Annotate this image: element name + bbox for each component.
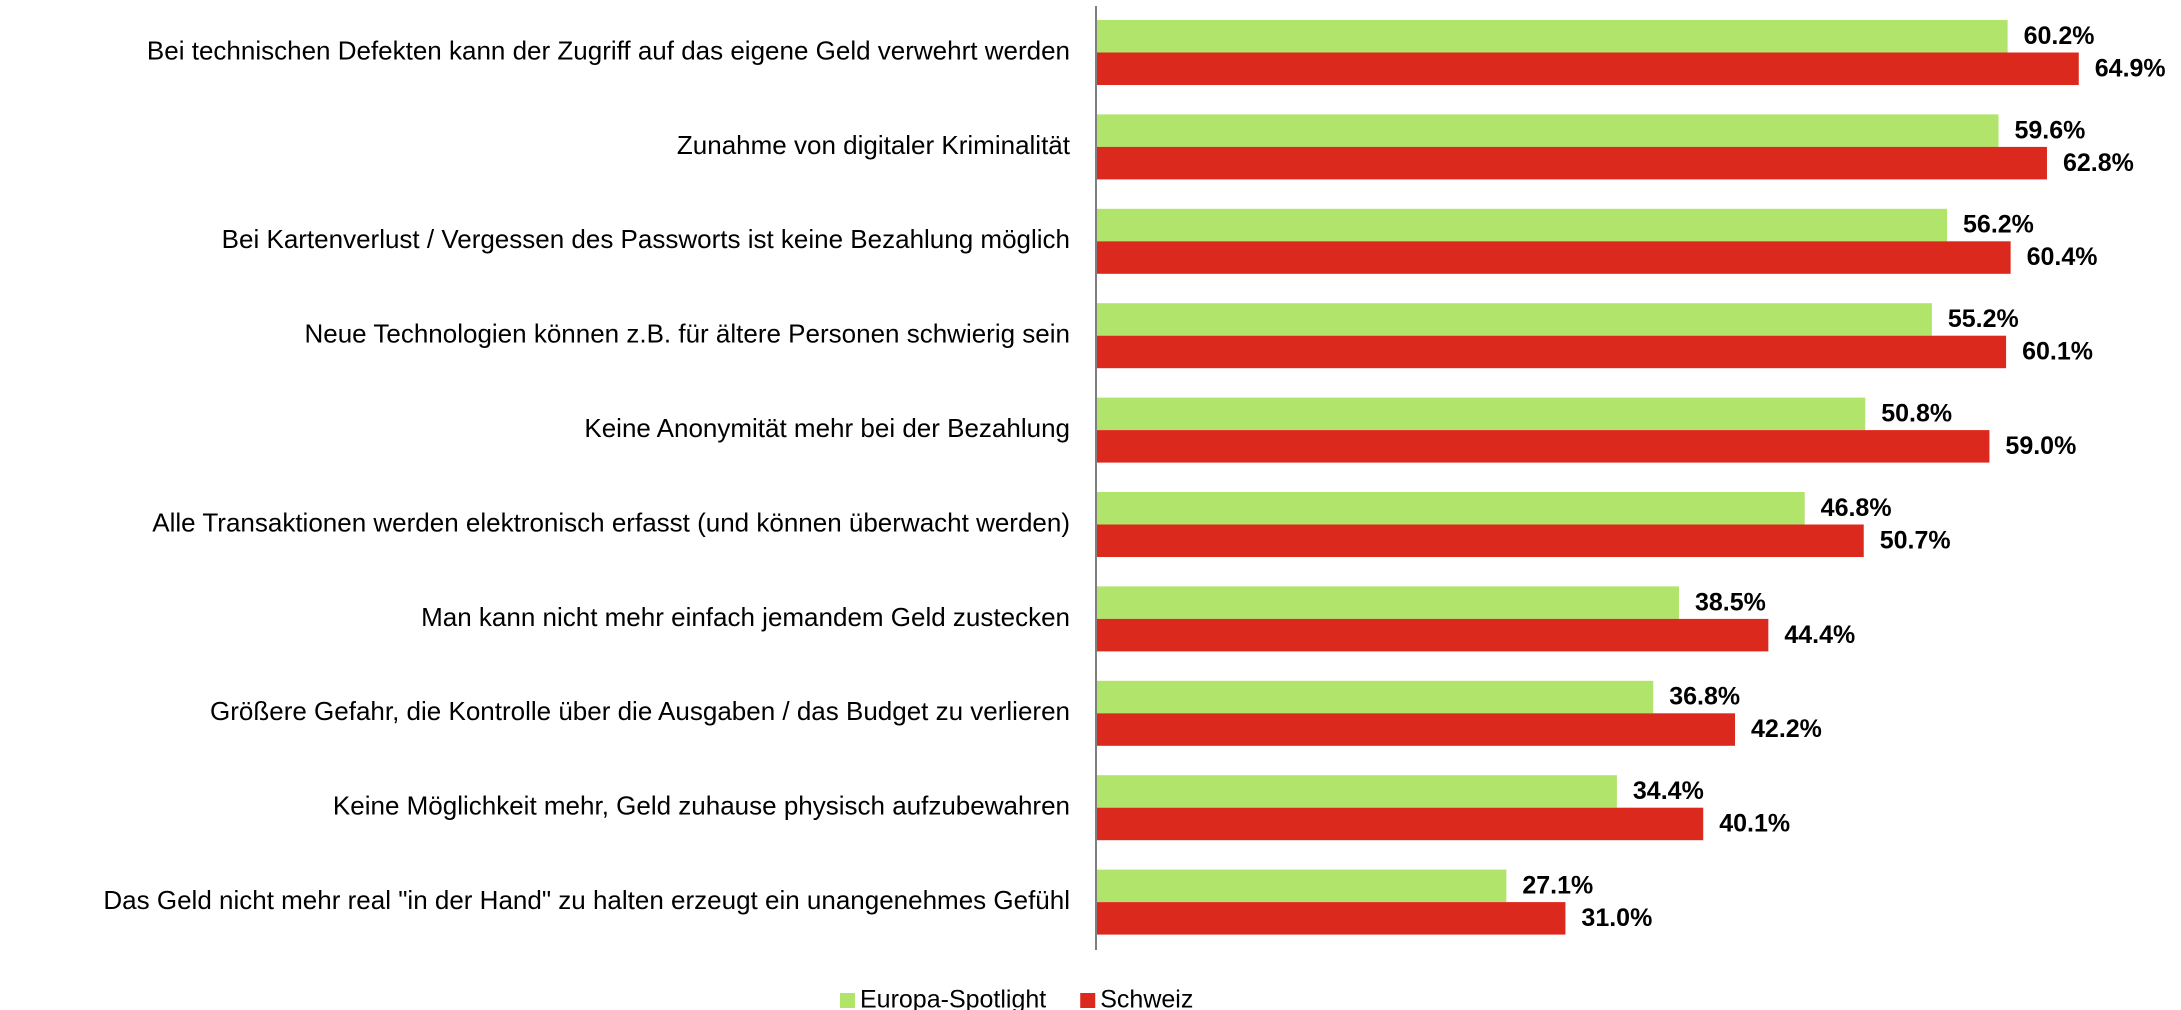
bar — [1096, 680, 1654, 714]
bar — [1096, 524, 1864, 557]
value-label: 40.1% — [1719, 810, 1790, 838]
value-label: 44.4% — [1784, 621, 1855, 649]
bar — [1096, 20, 2008, 53]
value-label: 50.8% — [1881, 399, 1952, 427]
value-label: 60.2% — [2024, 22, 2095, 50]
category-label: Größere Gefahr, die Kontrolle über die A… — [210, 696, 1070, 726]
value-label: 38.5% — [1695, 588, 1766, 616]
value-label: 60.1% — [2022, 338, 2093, 366]
bar — [1096, 586, 1679, 619]
value-label: 34.4% — [1633, 777, 1704, 805]
value-label: 64.9% — [2095, 54, 2166, 82]
value-label: 50.7% — [1880, 526, 1951, 554]
bar — [1096, 430, 1990, 463]
bar — [1096, 335, 2007, 369]
category-label: Man kann nicht mehr einfach jemandem Gel… — [421, 602, 1070, 632]
legend-swatch — [1080, 993, 1096, 1008]
bar — [1096, 208, 1948, 242]
category-label: Keine Möglichkeit mehr, Geld zuhause phy… — [333, 791, 1070, 821]
bar — [1096, 869, 1507, 903]
bar — [1096, 492, 1805, 525]
bar — [1096, 52, 2079, 85]
category-label: Alle Transaktionen werden elektronisch e… — [152, 507, 1070, 537]
value-label: 42.2% — [1751, 715, 1822, 743]
category-label: Neue Technologien können z.B. für ältere… — [304, 319, 1070, 349]
value-label: 59.0% — [2005, 432, 2076, 460]
bar — [1096, 775, 1617, 808]
bar — [1096, 807, 1704, 841]
bar — [1096, 303, 1932, 336]
bar — [1096, 902, 1566, 935]
legend-label: Europa-Spotlight — [860, 986, 1046, 1010]
value-label: 59.6% — [2015, 116, 2086, 144]
bar — [1096, 397, 1866, 431]
bar — [1096, 114, 1999, 147]
value-label: 46.8% — [1821, 494, 1892, 522]
category-label: Bei Kartenverlust / Vergessen des Passwo… — [222, 224, 1070, 254]
value-label: 27.1% — [1522, 871, 1593, 899]
bar — [1096, 241, 2011, 274]
bar — [1096, 713, 1736, 746]
bar — [1096, 618, 1769, 652]
category-label: Bei technischen Defekten kann der Zugrif… — [147, 35, 1070, 65]
legend-swatch — [840, 993, 855, 1008]
bar — [1096, 146, 2047, 180]
value-label: 55.2% — [1948, 305, 2019, 333]
value-label: 36.8% — [1669, 683, 1740, 711]
legend-label: Schweiz — [1100, 986, 1193, 1010]
category-label: Das Geld nicht mehr real "in der Hand" z… — [103, 885, 1070, 915]
value-label: 31.0% — [1581, 904, 1652, 932]
value-label: 56.2% — [1963, 211, 2034, 239]
value-label: 60.4% — [2027, 243, 2098, 271]
category-label: Zunahme von digitaler Kriminalität — [677, 130, 1071, 160]
value-label: 62.8% — [2063, 149, 2134, 177]
category-label: Keine Anonymität mehr bei der Bezahlung — [584, 413, 1070, 443]
